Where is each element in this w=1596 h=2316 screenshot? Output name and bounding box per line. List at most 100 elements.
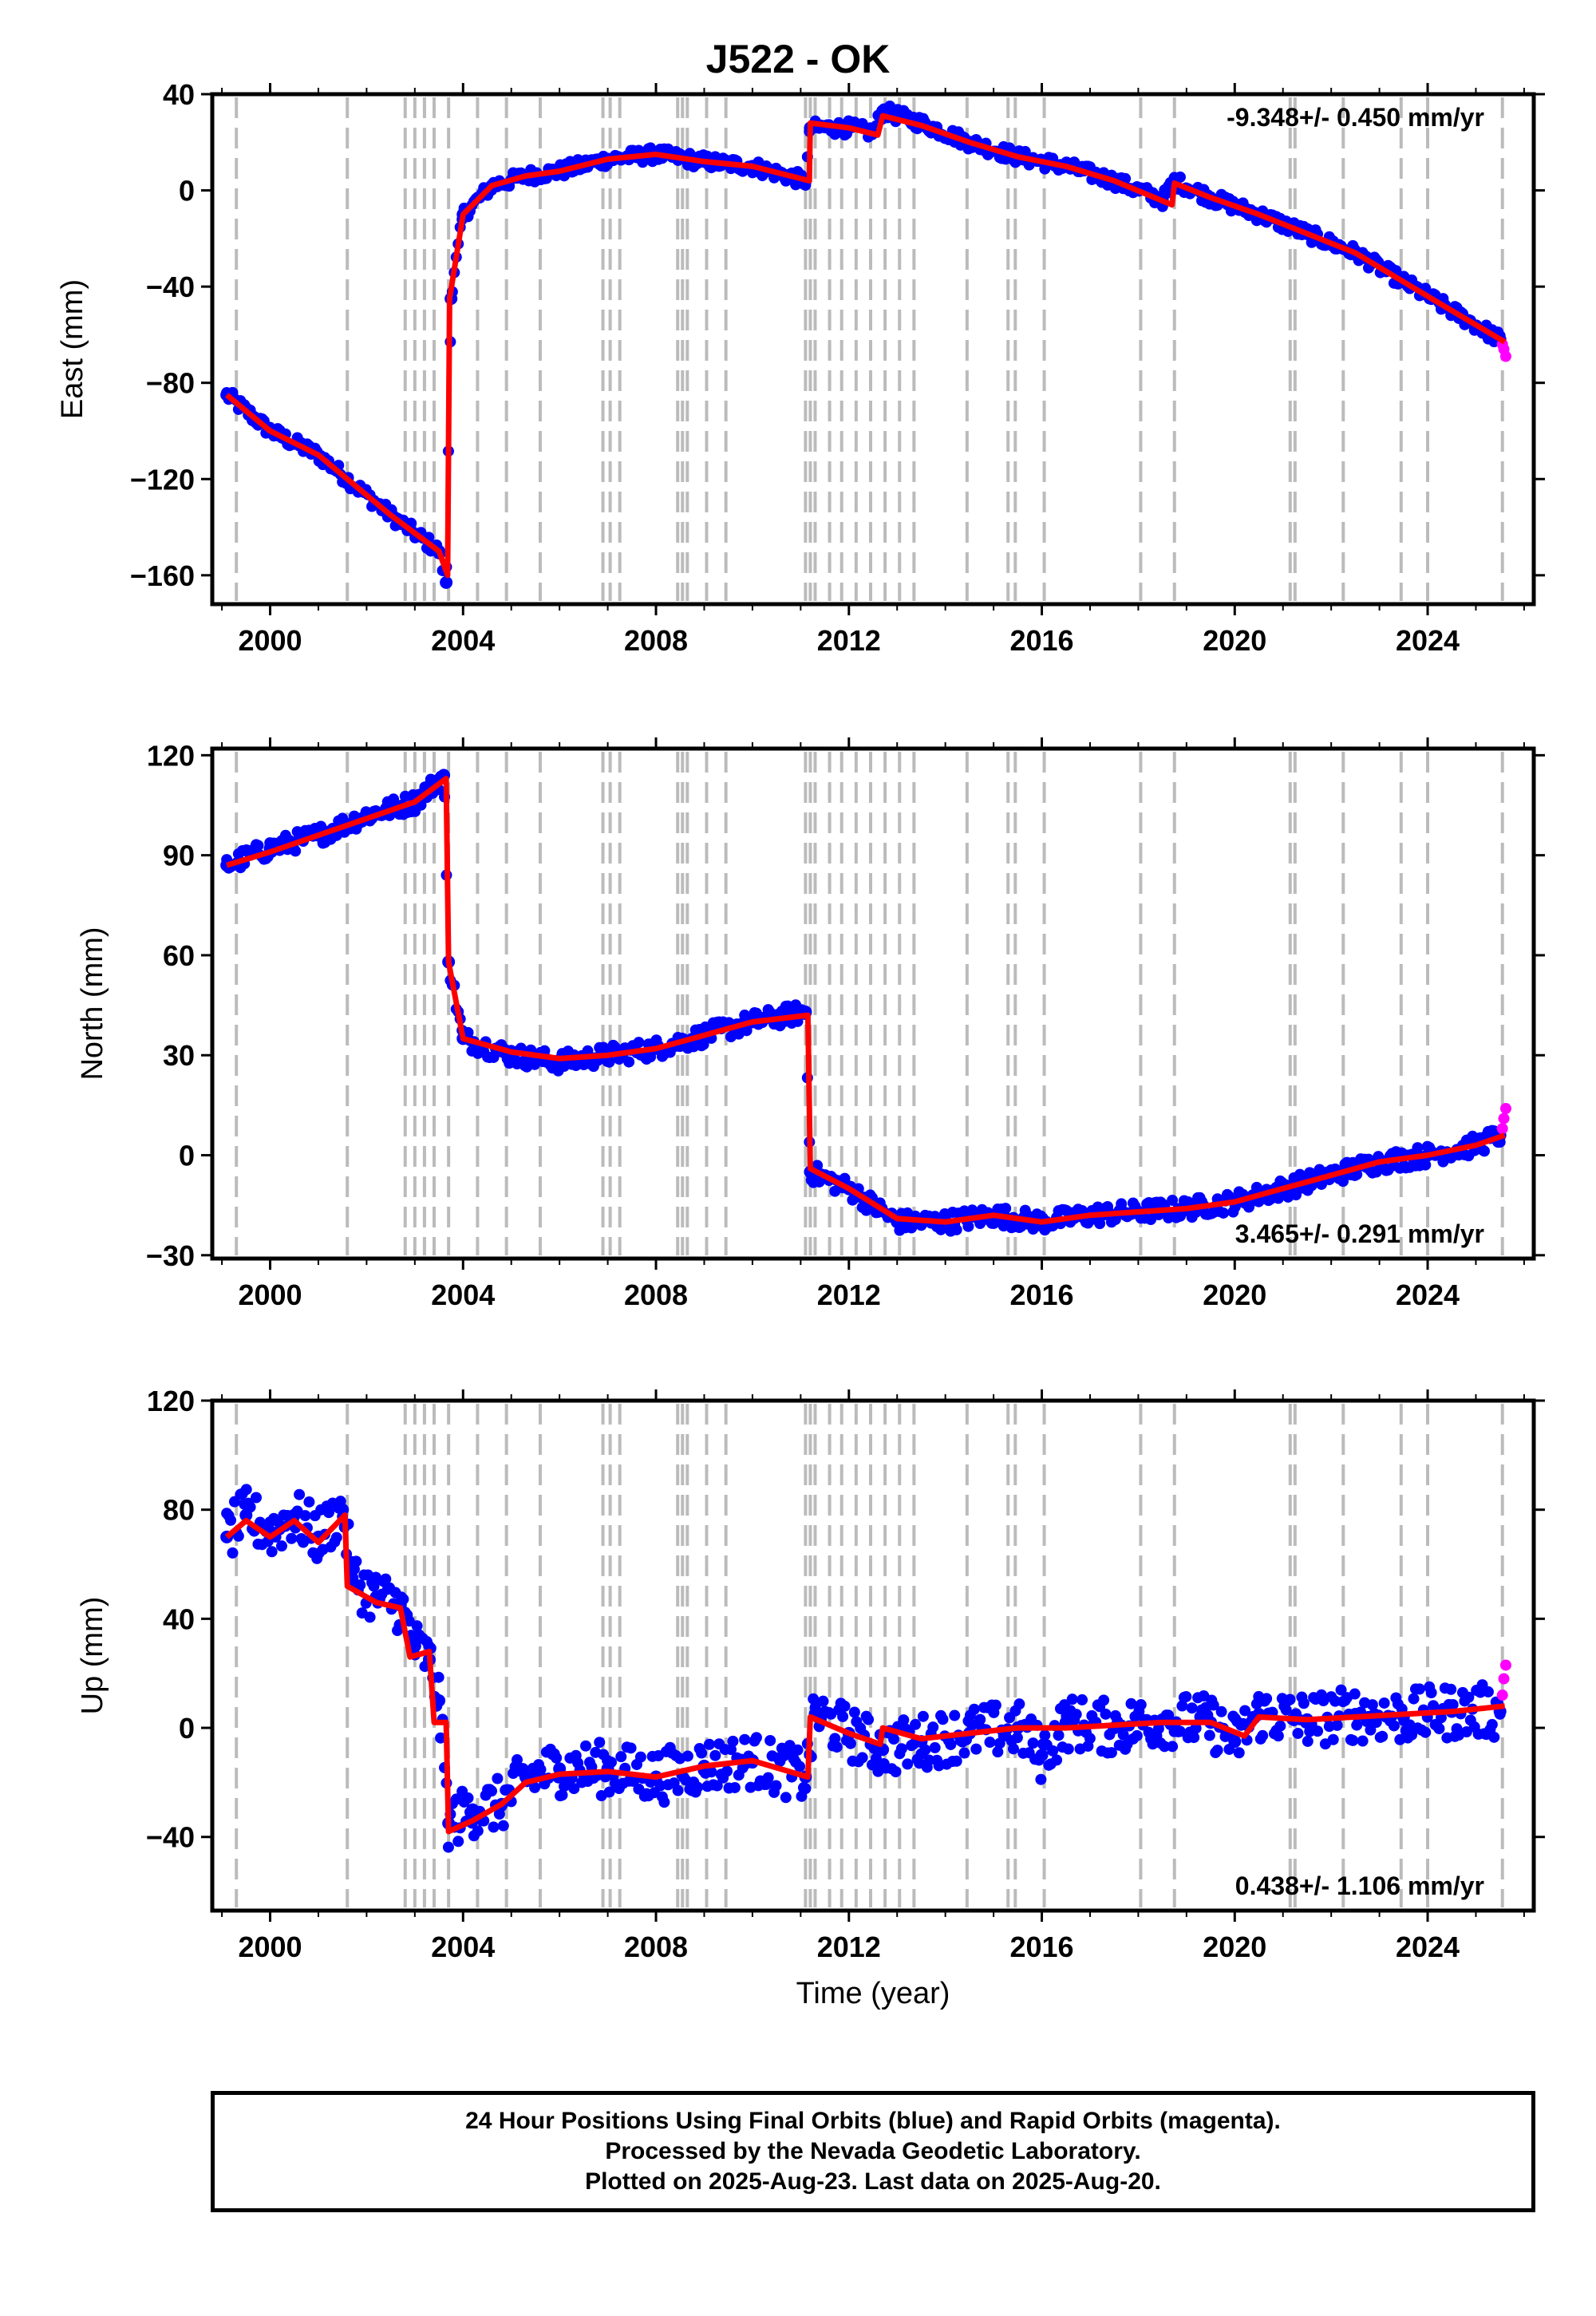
data-point	[829, 1733, 841, 1745]
y-tick-label: −30	[146, 1239, 195, 1272]
data-point	[1186, 1702, 1198, 1714]
data-point	[1218, 1207, 1230, 1219]
data-point	[1377, 1730, 1389, 1742]
data-point	[863, 1713, 875, 1725]
data-point	[623, 1056, 635, 1068]
data-point	[625, 1742, 637, 1754]
data-point	[411, 1620, 423, 1632]
data-point	[442, 1841, 454, 1853]
data-point	[902, 1758, 914, 1770]
data-point	[1482, 1686, 1494, 1697]
x-tick-label: 2012	[817, 1279, 881, 1311]
data-point	[240, 1484, 252, 1496]
data-point	[1463, 1691, 1475, 1703]
data-point	[1167, 1194, 1179, 1206]
data-point	[1215, 1705, 1227, 1717]
data-point	[888, 1733, 900, 1745]
data-point	[303, 1496, 315, 1508]
x-tick-label: 2016	[1009, 1279, 1073, 1311]
data-point	[958, 1747, 970, 1759]
y-tick-label: 0	[179, 1712, 195, 1745]
data-point	[1188, 1732, 1200, 1744]
data-point	[368, 1580, 380, 1592]
data-point	[848, 1706, 860, 1718]
data-point	[739, 1733, 751, 1745]
plot-frame	[210, 746, 1536, 1261]
data-point	[1298, 1697, 1310, 1709]
data-point	[1203, 1729, 1215, 1741]
data-point	[727, 1735, 739, 1747]
data-point	[1176, 1700, 1188, 1712]
panel-east: 2000 2004 2008 2012 2016 2020 2024 −160 −120 −80 −…	[56, 78, 1545, 657]
data-point	[1027, 1737, 1039, 1749]
data-point	[266, 1546, 278, 1558]
data-point	[1117, 1729, 1129, 1741]
data-point	[350, 1555, 362, 1567]
data-point	[440, 575, 453, 589]
data-point	[808, 1693, 820, 1705]
rapid-point	[1498, 1113, 1510, 1124]
data-point	[780, 1792, 792, 1804]
data-point	[950, 1755, 962, 1767]
data-point	[990, 1699, 1001, 1711]
data-point	[937, 1713, 949, 1725]
model-line	[224, 1512, 1506, 1835]
data-point	[910, 1718, 922, 1730]
data-point	[1051, 1754, 1063, 1766]
x-tick-label: 2004	[431, 624, 495, 657]
y-tick-label: 80	[163, 1494, 195, 1527]
data-point	[433, 1671, 444, 1683]
data-point	[839, 1700, 851, 1712]
x-tick-label: 2016	[1009, 624, 1073, 657]
y-tick-label: 0	[179, 175, 195, 207]
x-tick-label: 2008	[624, 1931, 688, 1963]
data-point	[594, 1737, 606, 1749]
rapid-point	[1498, 1673, 1510, 1685]
data-point	[792, 1744, 804, 1756]
data-point	[251, 1492, 263, 1504]
data-point	[1488, 1731, 1500, 1743]
y-axis-label: Up (mm)	[76, 1597, 109, 1715]
data-point	[681, 1750, 693, 1762]
data-point	[1094, 1218, 1106, 1230]
data-point	[696, 1747, 708, 1759]
data-point	[711, 1780, 723, 1792]
data-point	[794, 1761, 806, 1773]
x-tick-label: 2020	[1203, 1931, 1266, 1963]
data-point	[970, 1743, 982, 1755]
data-point	[1007, 1743, 1019, 1755]
data-point	[1159, 1741, 1171, 1753]
data-point	[497, 1820, 509, 1832]
data-point	[1239, 1705, 1251, 1717]
y-tick-label: 60	[163, 939, 195, 972]
data-point	[1479, 1145, 1491, 1157]
data-point	[433, 1694, 446, 1707]
data-point	[408, 1639, 421, 1653]
data-point	[299, 1510, 311, 1522]
data-point	[741, 1025, 753, 1037]
rapid-points	[1496, 338, 1511, 362]
data-point	[984, 1737, 996, 1749]
data-point	[225, 1514, 237, 1526]
data-point	[1292, 1727, 1304, 1739]
data-point	[1428, 1700, 1440, 1712]
x-tick-label: 2024	[1396, 1931, 1460, 1963]
data-point	[672, 1784, 684, 1796]
data-point	[330, 1531, 342, 1543]
data-point	[1433, 1723, 1445, 1735]
data-point	[1066, 1694, 1078, 1705]
data-point	[1329, 1695, 1341, 1707]
data-point	[1047, 1745, 1059, 1757]
y-tick-label: 40	[163, 1603, 195, 1635]
rate-label: 3.465+/- 0.291 mm/yr	[1235, 1219, 1484, 1248]
x-tick-label: 2008	[624, 624, 688, 657]
data-point	[1228, 1735, 1242, 1749]
y-tick-label: 0	[179, 1140, 195, 1172]
data-point	[603, 1786, 615, 1798]
data-point	[817, 1695, 829, 1707]
y-axis-label: East (mm)	[56, 279, 89, 419]
data-point	[962, 1220, 974, 1232]
data-point	[1011, 1732, 1023, 1744]
data-point	[1039, 1729, 1051, 1741]
data-point	[1180, 1690, 1192, 1702]
